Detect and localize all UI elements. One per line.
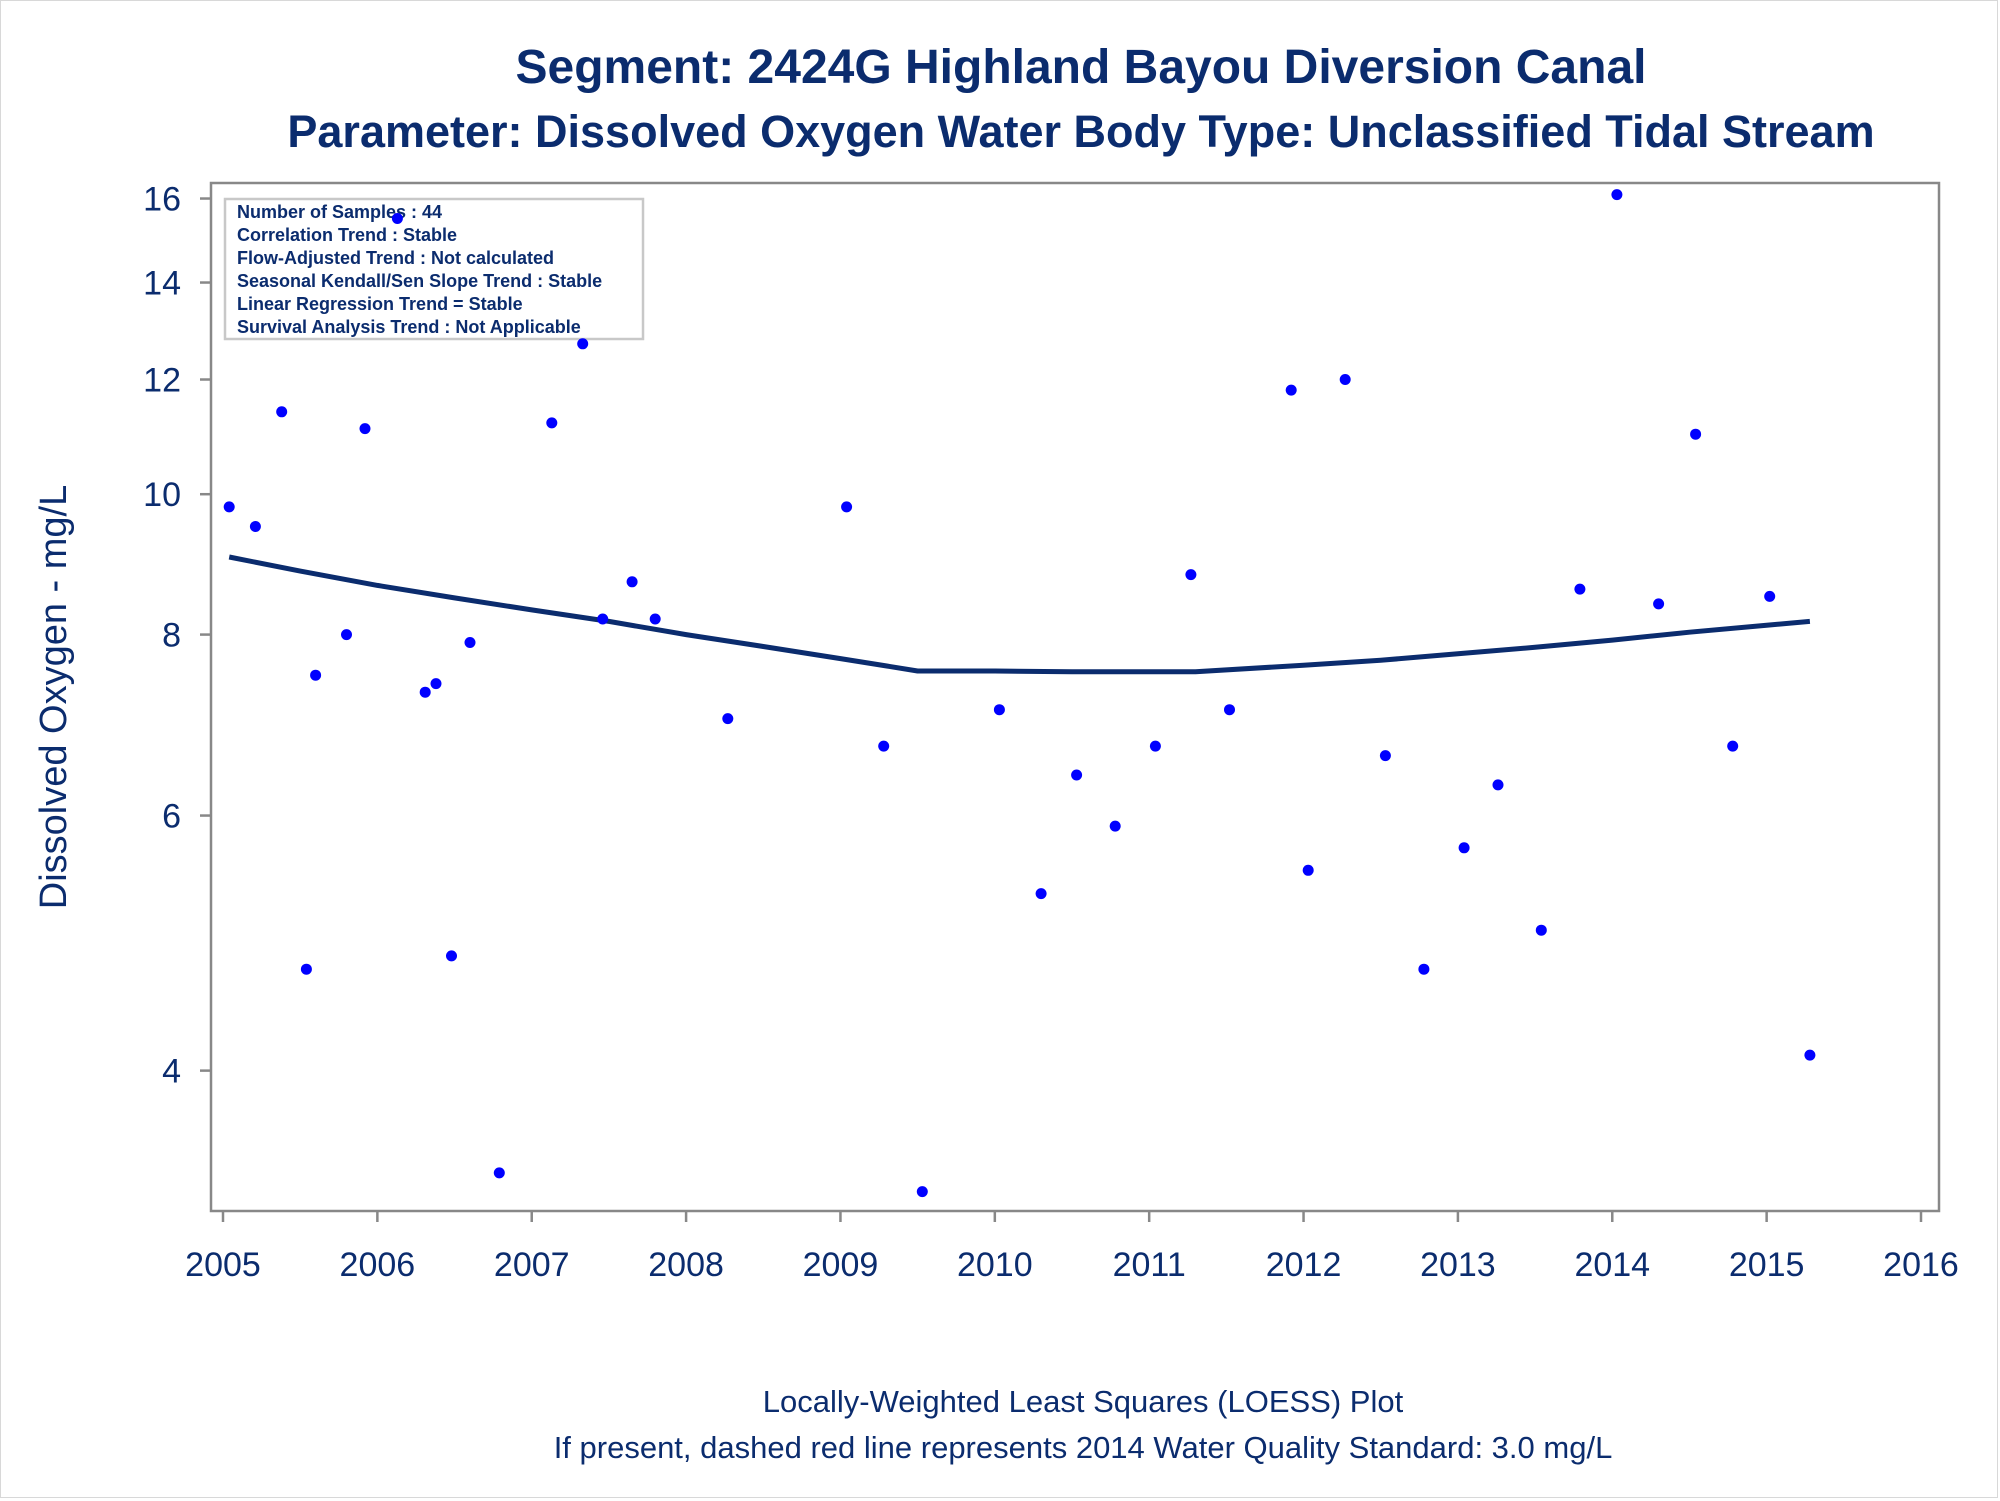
stats-line-samples: Number of Samples : 44 (237, 202, 442, 222)
data-point (1764, 590, 1776, 602)
data-point (1804, 1049, 1816, 1061)
data-point (446, 950, 457, 962)
stats-line-seasonal-kendall: Seasonal Kendall/Sen Slope Trend : Stabl… (237, 271, 602, 291)
stats-line-survival: Survival Analysis Trend : Not Applicable (237, 317, 581, 337)
data-point (493, 1167, 505, 1179)
footnote-standard: If present, dashed red line represents 2… (554, 1430, 1613, 1465)
data-point (1690, 428, 1702, 440)
data-point (1339, 374, 1351, 385)
data-point (1418, 963, 1430, 975)
data-point (1535, 924, 1547, 936)
stats-line-correlation: Correlation Trend : Stable (237, 225, 457, 245)
data-point (1379, 750, 1391, 762)
data-point (1109, 820, 1121, 832)
data-point (916, 1186, 928, 1198)
stats-box: Number of Samples : 44 Correlation Trend… (223, 197, 645, 341)
data-point (1458, 842, 1470, 854)
data-point (341, 629, 352, 641)
plot-area (209, 181, 1941, 1213)
data-point (300, 963, 312, 975)
data-point (1727, 740, 1739, 752)
x-tick-label: 2014 (1574, 1246, 1650, 1284)
data-point (419, 686, 431, 698)
y-axis: 4 6 8 10 12 14 16 (143, 181, 211, 1091)
x-tick-label: 2009 (803, 1246, 879, 1284)
stats-line-flow-adjusted: Flow-Adjusted Trend : Not calculated (237, 248, 554, 268)
data-point (649, 613, 661, 625)
data-point (359, 423, 371, 435)
data-point (1071, 769, 1083, 781)
x-tick-label: 2008 (648, 1246, 724, 1284)
data-points (223, 189, 1816, 1198)
x-axis: 2005 2006 2007 2008 2009 2010 2011 2012 2013 2014… (185, 1211, 1959, 1284)
x-tick-label: 2007 (494, 1246, 570, 1284)
footnote-loess: Locally-Weighted Least Squares (LOESS) P… (763, 1384, 1404, 1419)
y-tick-label: 10 (143, 476, 181, 514)
y-axis-label: Dissolved Oxygen - mg/L (33, 485, 75, 910)
x-tick-label: 2015 (1729, 1246, 1805, 1284)
data-point (1611, 189, 1623, 201)
data-point (993, 704, 1005, 716)
data-point (626, 576, 638, 588)
data-point (430, 678, 442, 690)
data-point (1285, 384, 1297, 396)
data-point (1492, 779, 1504, 791)
data-point (1224, 704, 1235, 716)
y-tick-label: 16 (143, 181, 181, 219)
data-point (249, 521, 261, 532)
chart-subtitle: Parameter: Dissolved Oxygen Water Body T… (287, 106, 1874, 157)
x-tick-label: 2005 (185, 1246, 261, 1284)
data-point (597, 613, 609, 625)
data-point (223, 501, 235, 513)
y-tick-label: 12 (143, 362, 181, 400)
x-tick-label: 2013 (1420, 1246, 1496, 1284)
stats-line-linear-regression: Linear Regression Trend = Stable (237, 294, 523, 314)
data-point (1035, 888, 1047, 900)
data-point (1574, 583, 1586, 595)
data-point (1653, 598, 1665, 610)
data-point (722, 713, 734, 725)
data-point (464, 637, 476, 648)
data-point (841, 501, 853, 513)
y-tick-label: 4 (162, 1053, 181, 1091)
y-tick-label: 8 (162, 617, 181, 655)
x-tick-label: 2012 (1266, 1246, 1342, 1284)
chart-title: Segment: 2424G Highland Bayou Diversion … (516, 41, 1647, 94)
y-tick-label: 14 (143, 265, 181, 303)
data-point (1302, 864, 1314, 876)
data-point (1149, 740, 1161, 752)
x-tick-label: 2011 (1113, 1246, 1186, 1284)
data-point (276, 406, 288, 418)
x-tick-label: 2010 (957, 1246, 1033, 1284)
x-tick-label: 2006 (340, 1246, 416, 1284)
data-point (391, 213, 403, 224)
data-point (878, 740, 890, 752)
data-point (546, 417, 558, 429)
y-tick-label: 6 (162, 798, 181, 836)
data-point (1185, 569, 1197, 581)
loess-line (228, 554, 1811, 675)
data-point (310, 669, 322, 681)
data-point (577, 338, 589, 350)
x-tick-label: 2016 (1883, 1246, 1959, 1284)
